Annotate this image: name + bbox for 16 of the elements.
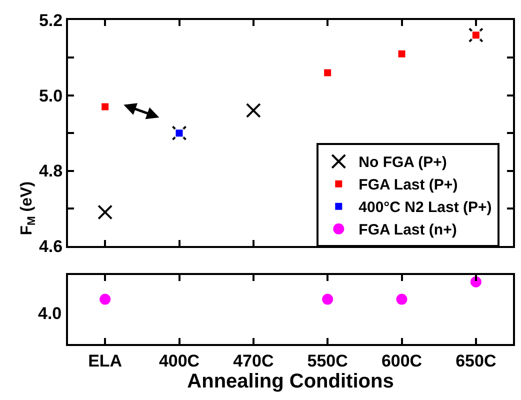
y-tick-label: 5.0 bbox=[38, 86, 63, 106]
legend-label: No FGA (P+) bbox=[358, 154, 447, 172]
legend-label: FGA Last (P+) bbox=[358, 176, 458, 194]
x-tick-label: 470C bbox=[233, 351, 274, 370]
text: 4.0 bbox=[38, 304, 62, 323]
y-tick-label: 4.6 bbox=[38, 237, 63, 256]
x-tick-label: 400C bbox=[158, 351, 200, 370]
x-axis-title: Annealing Conditions bbox=[187, 370, 394, 392]
x-tick-label: ELA bbox=[88, 351, 122, 370]
x-tick-label: 550C bbox=[307, 351, 348, 370]
y-tick-label: 5.2 bbox=[38, 10, 63, 30]
legend-label: 400°C N2 Last (P+) bbox=[358, 199, 492, 216]
x-tick-label: 650C bbox=[456, 351, 496, 370]
y-tick-label: 4.8 bbox=[38, 162, 63, 181]
legend-label: FGA Last (n+) bbox=[358, 222, 457, 239]
x-tick-label: 600C bbox=[381, 351, 422, 370]
